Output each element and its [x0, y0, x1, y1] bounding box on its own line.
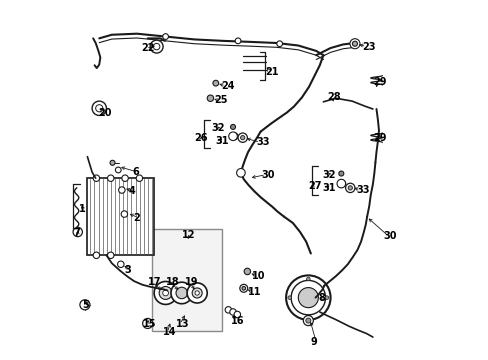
- Text: 1: 1: [79, 204, 85, 215]
- Text: 23: 23: [362, 42, 375, 51]
- Text: 3: 3: [124, 265, 131, 275]
- Circle shape: [244, 268, 250, 275]
- Circle shape: [230, 133, 238, 140]
- Circle shape: [285, 275, 330, 320]
- Circle shape: [298, 288, 318, 308]
- Circle shape: [338, 180, 345, 187]
- Circle shape: [207, 95, 213, 102]
- Text: 30: 30: [261, 170, 275, 180]
- Circle shape: [276, 41, 282, 46]
- Circle shape: [163, 290, 168, 296]
- Circle shape: [242, 287, 245, 290]
- Circle shape: [117, 261, 124, 267]
- Circle shape: [306, 277, 309, 281]
- Text: 15: 15: [143, 319, 157, 329]
- Circle shape: [290, 280, 325, 315]
- Circle shape: [305, 318, 310, 323]
- Circle shape: [230, 125, 235, 130]
- Circle shape: [80, 300, 90, 310]
- Text: 29: 29: [372, 77, 386, 87]
- Circle shape: [176, 287, 187, 299]
- Circle shape: [338, 171, 343, 176]
- Bar: [152, 229, 222, 331]
- Circle shape: [240, 135, 244, 140]
- Circle shape: [212, 80, 218, 86]
- Text: 13: 13: [175, 319, 189, 329]
- Circle shape: [115, 167, 121, 173]
- Circle shape: [325, 296, 328, 300]
- Circle shape: [153, 43, 160, 50]
- Text: 21: 21: [265, 67, 278, 77]
- Text: 8: 8: [317, 293, 324, 303]
- Circle shape: [234, 311, 240, 318]
- Circle shape: [107, 252, 114, 258]
- Text: 4: 4: [129, 186, 136, 197]
- Circle shape: [238, 133, 247, 142]
- Text: 12: 12: [182, 230, 195, 239]
- Text: 31: 31: [322, 183, 335, 193]
- Circle shape: [347, 186, 352, 190]
- Circle shape: [159, 287, 172, 300]
- Circle shape: [136, 175, 142, 181]
- Bar: [87, 178, 153, 255]
- Circle shape: [306, 315, 309, 318]
- Circle shape: [349, 39, 359, 49]
- Text: 32: 32: [211, 123, 224, 133]
- Circle shape: [345, 183, 354, 193]
- Text: 14: 14: [163, 327, 176, 337]
- Text: 6: 6: [132, 167, 139, 177]
- Circle shape: [96, 105, 102, 112]
- Circle shape: [110, 160, 115, 165]
- Text: 33: 33: [356, 185, 369, 195]
- Text: 32: 32: [322, 170, 335, 180]
- Circle shape: [142, 319, 152, 328]
- Circle shape: [119, 187, 125, 193]
- Text: 30: 30: [383, 231, 396, 240]
- Circle shape: [92, 101, 106, 116]
- Circle shape: [195, 291, 199, 295]
- Text: 10: 10: [252, 271, 265, 281]
- Text: 20: 20: [98, 108, 111, 118]
- Circle shape: [171, 282, 192, 304]
- Text: 11: 11: [247, 287, 261, 297]
- Text: 33: 33: [255, 138, 269, 147]
- Circle shape: [239, 284, 247, 292]
- Circle shape: [229, 309, 236, 315]
- Circle shape: [187, 283, 207, 303]
- Text: 24: 24: [221, 81, 234, 91]
- Circle shape: [224, 307, 231, 313]
- Circle shape: [235, 38, 241, 44]
- Circle shape: [163, 34, 168, 40]
- Text: 26: 26: [194, 133, 207, 143]
- Text: 31: 31: [215, 136, 228, 146]
- Text: 29: 29: [372, 133, 386, 143]
- Text: 25: 25: [214, 95, 227, 105]
- Circle shape: [122, 175, 128, 181]
- Text: 16: 16: [230, 316, 244, 325]
- Circle shape: [150, 40, 163, 53]
- Circle shape: [107, 175, 114, 181]
- Circle shape: [228, 132, 237, 140]
- Circle shape: [336, 179, 345, 188]
- Circle shape: [154, 282, 177, 305]
- Text: 22: 22: [141, 43, 154, 53]
- Text: 2: 2: [133, 213, 140, 222]
- Text: 28: 28: [327, 92, 341, 102]
- Circle shape: [287, 296, 291, 300]
- Circle shape: [73, 227, 82, 237]
- Text: 27: 27: [308, 181, 321, 192]
- Text: 17: 17: [147, 277, 161, 287]
- Text: 5: 5: [82, 300, 89, 310]
- Circle shape: [93, 175, 100, 181]
- Text: 19: 19: [185, 277, 199, 287]
- Circle shape: [192, 288, 202, 298]
- Circle shape: [303, 316, 313, 325]
- Circle shape: [236, 168, 244, 177]
- Text: 9: 9: [310, 337, 317, 347]
- Circle shape: [93, 252, 100, 258]
- Text: 18: 18: [165, 277, 179, 287]
- Circle shape: [352, 41, 357, 46]
- Text: 7: 7: [73, 228, 80, 238]
- Circle shape: [121, 211, 127, 217]
